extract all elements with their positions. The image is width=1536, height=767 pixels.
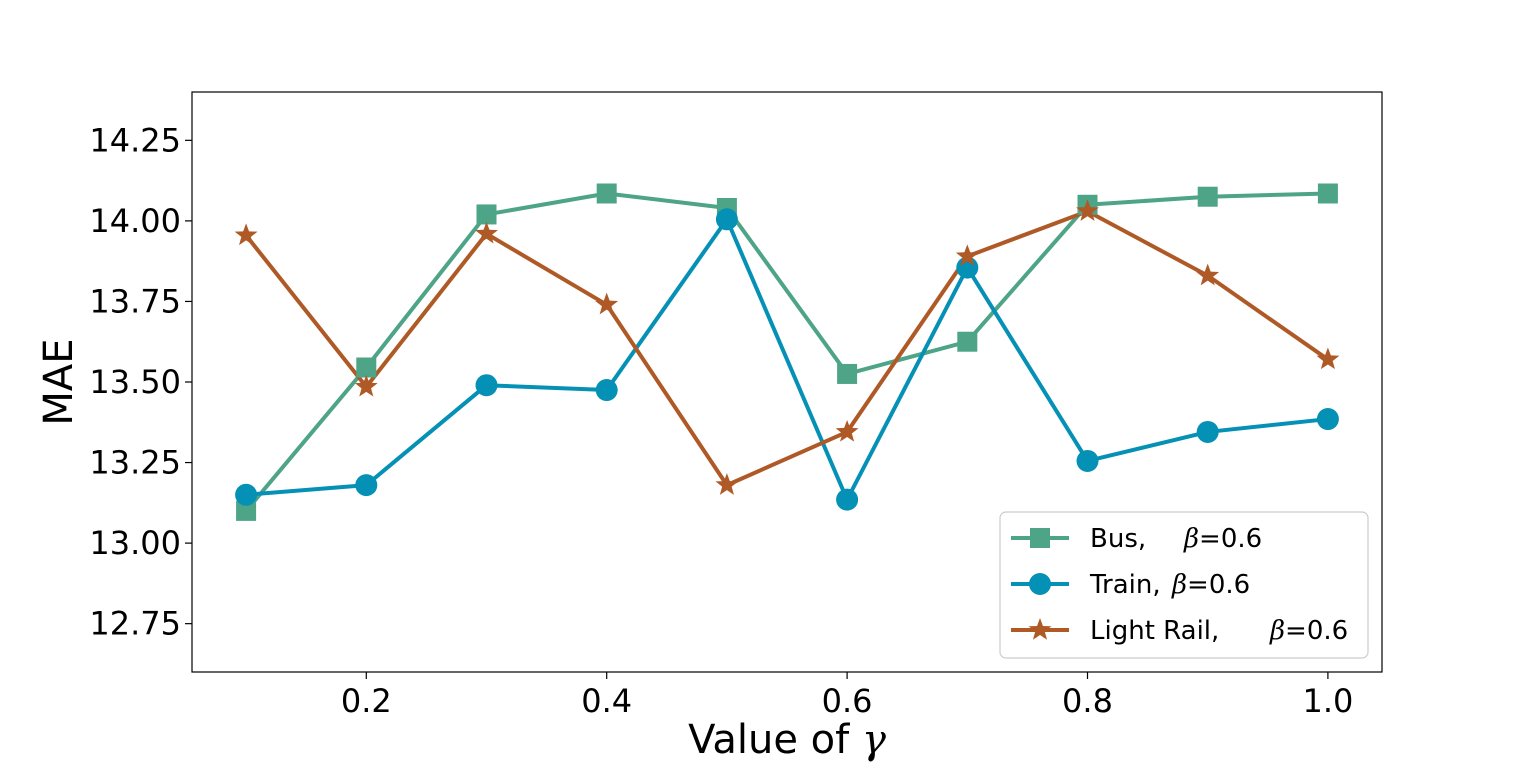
y-tick-label: 12.75	[89, 605, 181, 643]
x-tick-label: 0.4	[581, 682, 632, 720]
data-point-light-rail	[595, 292, 619, 315]
y-axis-ticks: 12.75 13.00 13.25 13.50 13.75 14.00 14.25	[89, 121, 192, 643]
data-point-light-rail	[234, 223, 258, 246]
data-point-bus	[596, 183, 617, 204]
plot-frame	[191, 91, 1383, 673]
x-tick-label: 1.0	[1302, 682, 1353, 720]
x-axis-title-text: Value of	[688, 717, 862, 763]
data-point-light-rail	[1076, 199, 1099, 221]
data-point-train	[1316, 408, 1339, 431]
legend-label-light-rail: Light Rail,	[1090, 616, 1219, 646]
y-axis-title: MAE	[36, 338, 82, 425]
legend-beta-bus: β=0.6	[1183, 524, 1262, 554]
data-point-train	[235, 483, 258, 506]
legend-beta-train: β=0.6	[1171, 570, 1250, 600]
legend-marker-bus	[1030, 528, 1050, 548]
data-point-light-rail	[1196, 263, 1220, 286]
legend-beta-value: =0.6	[1199, 524, 1262, 554]
x-axis-title-symbol: γ	[862, 717, 886, 763]
legend-label-bus: Bus,	[1090, 524, 1146, 554]
data-point-bus	[236, 500, 257, 521]
legend-label-train: Train,	[1089, 570, 1161, 600]
data-point-light-rail	[835, 419, 859, 442]
y-tick-label: 13.50	[89, 363, 181, 401]
data-point-bus	[1317, 183, 1338, 204]
data-point-bus	[1197, 186, 1218, 207]
y-tick-label: 13.00	[89, 524, 181, 562]
y-tick-label: 13.75	[89, 282, 181, 320]
legend-beta-symbol: β	[1183, 524, 1199, 554]
legend-marker-train	[1029, 573, 1051, 595]
y-tick-label: 14.25	[89, 121, 181, 159]
data-point-train	[836, 488, 859, 511]
legend-marker-light-rail	[1028, 618, 1052, 640]
y-tick-label: 14.00	[89, 202, 181, 240]
data-point-light-rail	[955, 244, 979, 267]
data-point-bus	[476, 204, 497, 225]
x-axis-ticks: 0.2 0.4 0.6 0.8 1.0	[341, 672, 1353, 720]
data-point-light-rail	[1316, 347, 1340, 370]
data-point-light-rail	[715, 473, 739, 495]
legend-beta-value: =0.6	[1285, 616, 1348, 646]
series-line-light-rail	[244, 209, 1330, 488]
legend-beta-value: =0.6	[1187, 570, 1250, 600]
series-line-bus	[244, 191, 1330, 513]
data-point-bus	[356, 357, 377, 378]
data-point-bus	[837, 363, 858, 384]
data-point-train	[715, 208, 738, 231]
legend-beta-symbol: β	[1171, 570, 1187, 600]
data-point-train	[1196, 420, 1219, 443]
x-tick-label: 0.8	[1062, 682, 1113, 720]
data-point-light-rail	[475, 221, 498, 244]
series-line-train	[244, 217, 1330, 502]
data-point-bus	[957, 331, 978, 352]
legend-beta-light-rail: β=0.6	[1269, 616, 1348, 646]
series-markers	[234, 183, 1340, 521]
data-point-train	[1076, 449, 1099, 472]
data-point-light-rail	[354, 374, 378, 397]
data-point-train	[355, 474, 378, 497]
y-tick-label: 13.25	[89, 444, 181, 482]
legend-beta-symbol: β	[1269, 616, 1285, 646]
x-tick-label: 0.6	[822, 682, 873, 720]
series-lines	[244, 191, 1330, 513]
x-axis-title: Value of γ	[688, 717, 886, 763]
data-point-train	[595, 379, 618, 402]
legend-box	[999, 511, 1369, 659]
x-tick-label: 0.2	[341, 682, 392, 720]
data-point-train	[475, 374, 498, 397]
